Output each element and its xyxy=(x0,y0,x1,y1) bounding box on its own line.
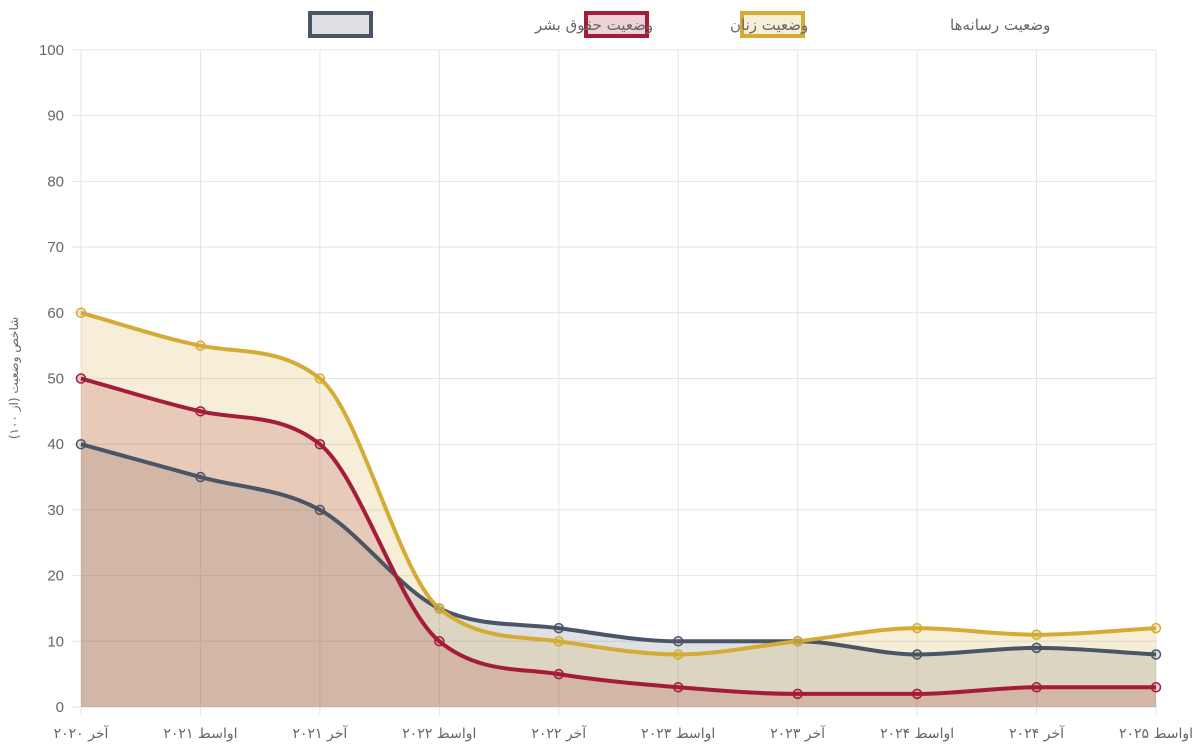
data-point[interactable] xyxy=(911,622,923,634)
series-points xyxy=(75,307,1162,700)
x-tick-label: آخر ۲۰۲۳ xyxy=(770,725,826,742)
series-area xyxy=(81,444,1156,707)
y-tick-label: 100 xyxy=(39,42,64,59)
legend-label: وضعیت زنان xyxy=(730,16,808,34)
data-point[interactable] xyxy=(553,668,565,680)
data-point[interactable] xyxy=(75,307,87,319)
legend-item[interactable]: وضعیت زنان xyxy=(584,11,808,38)
legend-swatch xyxy=(584,11,649,38)
series-lines xyxy=(80,310,1157,696)
data-point[interactable] xyxy=(911,649,923,660)
y-tick-label: 20 xyxy=(47,568,64,585)
data-point[interactable] xyxy=(1150,622,1162,634)
data-point[interactable] xyxy=(553,636,565,647)
y-tick-label: 40 xyxy=(47,436,64,453)
data-point[interactable] xyxy=(792,636,803,647)
legend-swatch xyxy=(308,11,373,38)
y-tick-label: 30 xyxy=(47,502,64,519)
data-point[interactable] xyxy=(314,438,326,450)
data-point[interactable] xyxy=(314,373,326,384)
series-area xyxy=(81,378,1156,707)
data-point[interactable] xyxy=(1150,649,1162,660)
x-tick-label: آخر ۲۰۲۲ xyxy=(531,725,587,742)
series-area xyxy=(81,312,1156,707)
legend-swatch xyxy=(740,11,805,38)
x-tick-label: اواسط ۲۰۲۲ xyxy=(402,726,476,742)
data-point[interactable] xyxy=(911,688,923,700)
y-axis-ticks: 0 10 20 30 40 50 60 70 80 90 100 xyxy=(39,42,64,716)
x-axis-ticks: آخر ۲۰۲۰ اواسط ۲۰۲۱ آخر ۲۰۲۱ اواسط ۲۰۲۲ آخر … xyxy=(54,725,1193,742)
series-line xyxy=(80,376,1156,696)
legend: وضعیت رسانه‌ها وضعیت زنان وضعیت حقوق بشر xyxy=(308,11,1050,38)
series-areas xyxy=(81,312,1156,707)
x-tick-label: آخر ۲۰۲۰ xyxy=(54,725,110,742)
y-tick-label: 50 xyxy=(47,371,64,388)
data-point[interactable] xyxy=(1150,682,1162,693)
data-point[interactable] xyxy=(195,406,206,417)
y-tick-label: 70 xyxy=(47,239,64,256)
y-tick-label: 80 xyxy=(47,173,64,190)
data-point[interactable] xyxy=(434,636,445,647)
data-point[interactable] xyxy=(314,504,326,516)
data-point[interactable] xyxy=(434,603,445,614)
data-point[interactable] xyxy=(672,682,684,693)
x-tick-label: آخر ۲۰۲۱ xyxy=(292,725,348,742)
x-tick-label: اواسط ۲۰۲۱ xyxy=(163,726,237,742)
y-axis-title: شاخص وضعیت (از ۱۰۰) xyxy=(7,317,22,439)
data-point[interactable] xyxy=(553,622,565,634)
data-point[interactable] xyxy=(75,438,87,450)
y-tick-label: 90 xyxy=(47,108,64,125)
data-point[interactable] xyxy=(1031,682,1042,693)
series-line xyxy=(80,442,1157,657)
y-tick-label: 0 xyxy=(56,699,64,716)
y-tick-label: 10 xyxy=(47,633,64,650)
y-tick-label: 60 xyxy=(47,305,64,322)
x-tick-label: آخر ۲۰۲۴ xyxy=(1009,725,1065,742)
legend-label: وضعیت رسانه‌ها xyxy=(950,16,1050,34)
series-line xyxy=(80,310,1157,657)
data-point[interactable] xyxy=(195,340,206,351)
data-point[interactable] xyxy=(792,688,803,700)
legend-label: وضعیت حقوق بشر xyxy=(534,16,653,34)
data-point[interactable] xyxy=(195,471,206,483)
legend-item[interactable]: وضعیت حقوق بشر xyxy=(308,11,653,38)
data-point[interactable] xyxy=(75,373,87,384)
data-point[interactable] xyxy=(672,636,684,647)
x-tick-label: اواسط ۲۰۲۴ xyxy=(880,726,954,742)
legend-item[interactable]: وضعیت رسانه‌ها xyxy=(740,11,1050,38)
x-tick-label: اواسط ۲۰۲۳ xyxy=(641,726,715,742)
data-point[interactable] xyxy=(1031,642,1042,654)
data-point[interactable] xyxy=(1031,629,1042,640)
data-point[interactable] xyxy=(672,649,684,660)
x-tick-label: اواسط ۲۰۲۵ xyxy=(1119,726,1193,742)
